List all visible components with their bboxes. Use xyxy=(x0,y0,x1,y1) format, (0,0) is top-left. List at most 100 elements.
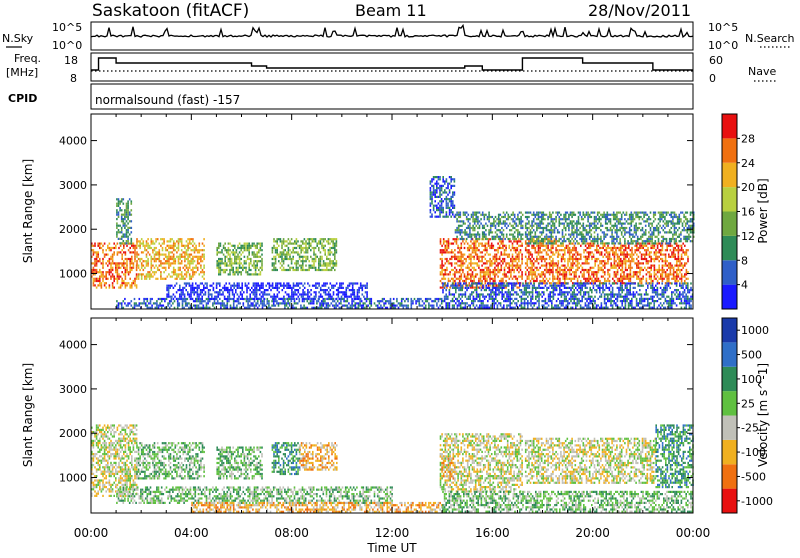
power-cell xyxy=(351,305,353,307)
power-cell xyxy=(434,196,436,198)
power-cell xyxy=(655,249,657,251)
power-cell xyxy=(288,293,290,295)
power-cell xyxy=(318,291,320,293)
power-cell xyxy=(157,238,159,240)
power-cell xyxy=(636,262,638,264)
power-cell xyxy=(543,258,545,260)
power-cell xyxy=(191,243,193,245)
power-cell xyxy=(195,265,197,267)
power-cell xyxy=(544,273,546,275)
power-cell xyxy=(216,251,218,253)
power-cell xyxy=(129,220,131,222)
power-cell xyxy=(588,251,590,253)
power-cell xyxy=(464,262,466,264)
power-cell xyxy=(252,265,254,267)
power-cell xyxy=(300,267,302,269)
power-cell xyxy=(552,229,554,231)
power-cell xyxy=(273,302,275,304)
power-cell xyxy=(112,247,114,249)
power-cell xyxy=(396,305,398,307)
power-cell xyxy=(558,282,560,284)
power-cell xyxy=(538,238,540,240)
power-cell xyxy=(275,258,277,260)
power-cell xyxy=(591,273,593,275)
power-cell xyxy=(308,240,310,242)
power-cell xyxy=(446,240,448,242)
power-cell xyxy=(501,254,503,256)
power-cell xyxy=(443,238,445,240)
power-cell xyxy=(439,298,441,300)
power-cell xyxy=(292,249,294,251)
power-cell xyxy=(601,282,603,284)
power-cell xyxy=(187,256,189,258)
power-cell xyxy=(184,278,186,280)
power-cell xyxy=(512,214,514,216)
power-cell xyxy=(171,245,173,247)
power-cell xyxy=(539,280,541,282)
power-cell xyxy=(253,262,255,264)
power-cell xyxy=(559,231,561,233)
power-cell xyxy=(572,265,574,267)
power-cell xyxy=(555,269,557,271)
power-cell xyxy=(227,296,229,298)
power-cell xyxy=(546,229,548,231)
power-cell xyxy=(657,247,659,249)
power-cell xyxy=(533,262,535,264)
power-cell xyxy=(203,249,205,251)
power-cell xyxy=(277,285,279,287)
power-cell xyxy=(676,278,678,280)
power-cell xyxy=(151,267,153,269)
power-cell xyxy=(253,285,255,287)
power-cell xyxy=(647,260,649,262)
power-cell xyxy=(594,271,596,273)
power-cell xyxy=(187,293,189,295)
power-cell xyxy=(149,278,151,280)
power-cell xyxy=(554,240,556,242)
power-cell xyxy=(113,262,115,264)
power-cell xyxy=(239,260,241,262)
power-cell xyxy=(187,302,189,304)
power-cell xyxy=(639,273,641,275)
power-cell xyxy=(614,280,616,282)
power-cell xyxy=(365,287,367,289)
power-cell xyxy=(657,258,659,260)
power-cell xyxy=(574,254,576,256)
power-cell xyxy=(242,269,244,271)
power-cell xyxy=(658,265,660,267)
power-cell xyxy=(318,296,320,298)
power-cell xyxy=(615,251,617,253)
power-cell xyxy=(137,305,139,307)
power-cell xyxy=(93,284,95,286)
power-cell xyxy=(147,247,149,249)
power-cell xyxy=(558,280,560,282)
power-cell xyxy=(674,254,676,256)
power-cell xyxy=(541,243,543,245)
power-cell xyxy=(407,300,409,302)
power-cell xyxy=(159,258,161,260)
power-cell xyxy=(329,262,331,264)
power-cell xyxy=(681,262,683,264)
power-cell xyxy=(473,256,475,258)
power-cell xyxy=(192,276,194,278)
power-cell xyxy=(194,247,196,249)
power-cell xyxy=(531,254,533,256)
power-cell xyxy=(650,251,652,253)
power-cell xyxy=(214,300,216,302)
power-cell xyxy=(170,276,172,278)
power-cell xyxy=(109,284,111,286)
power-cell xyxy=(131,242,133,244)
power-cell xyxy=(257,285,259,287)
power-cell xyxy=(291,238,293,240)
power-cell xyxy=(284,240,286,242)
power-cell xyxy=(609,276,611,278)
power-cell xyxy=(460,238,462,240)
power-cell xyxy=(634,245,636,247)
power-cell xyxy=(434,183,436,185)
power-cell xyxy=(505,262,507,264)
power-cell xyxy=(382,300,384,302)
power-cell xyxy=(682,265,684,267)
power-cell xyxy=(481,276,483,278)
power-cell xyxy=(232,267,234,269)
power-cell xyxy=(505,254,507,256)
power-cell xyxy=(510,249,512,251)
